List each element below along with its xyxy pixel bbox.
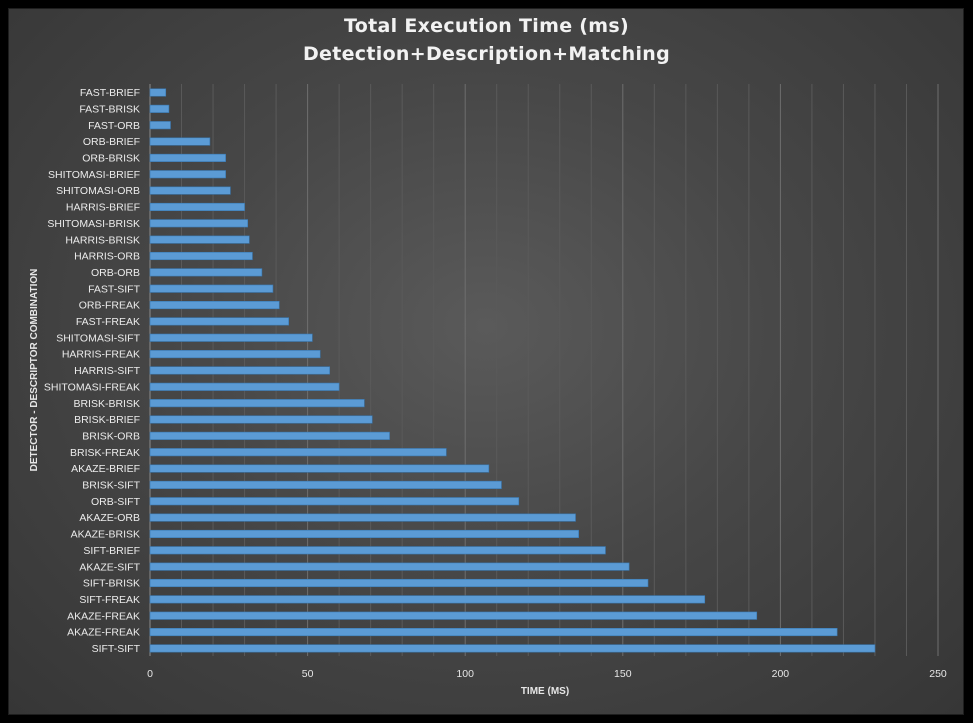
chart-title: Total Execution Time (ms) <box>344 15 629 37</box>
category-label: SHITOMASI-FREAK <box>44 381 140 393</box>
bar <box>149 399 365 408</box>
category-label: BRISK-ORB <box>82 430 140 442</box>
category-label: BRISK-SIFT <box>82 480 140 492</box>
x-tick-label: 50 <box>302 668 314 680</box>
category-label: SIFT-FREAK <box>79 594 140 606</box>
bar <box>149 644 876 653</box>
category-label: SHITOMASI-BRISK <box>47 218 140 230</box>
bar <box>149 121 171 130</box>
bar <box>149 366 330 375</box>
bar <box>149 317 289 326</box>
category-label: SHITOMASI-BRIEF <box>48 169 140 181</box>
bar <box>149 333 313 342</box>
category-label: FAST-SIFT <box>88 283 141 295</box>
bar <box>149 300 280 310</box>
category-label: HARRIS-BRISK <box>65 234 140 246</box>
category-label: AKAZE-BRIEF <box>71 463 140 475</box>
bar <box>149 415 373 424</box>
category-label: BRISK-BRIEF <box>74 414 140 426</box>
category-label: FAST-FREAK <box>76 316 140 328</box>
bar <box>149 186 231 195</box>
category-label: SIFT-SIFT <box>92 643 141 655</box>
bar <box>149 578 649 588</box>
category-label: AKAZE-FREAK <box>67 610 140 622</box>
category-label: ORB-ORB <box>91 267 140 279</box>
x-tick-label: 0 <box>147 668 153 680</box>
bar <box>149 431 390 440</box>
bar <box>149 104 170 113</box>
category-label: FAST-ORB <box>88 120 140 132</box>
bar <box>149 595 706 604</box>
category-label: FAST-BRIEF <box>80 87 140 99</box>
chart-subtitle: Detection+Description+Matching <box>302 43 671 65</box>
category-label: ORB-SIFT <box>91 496 141 508</box>
x-tick-label: 150 <box>614 668 632 680</box>
bar <box>149 284 274 293</box>
x-tick-label: 100 <box>456 668 474 680</box>
y-axis-title: DETECTOR - DESCRIPTOR COMBINATION <box>29 269 40 472</box>
category-label: BRISK-FREAK <box>70 447 140 459</box>
category-label: SIFT-BRIEF <box>83 545 140 557</box>
category-label: BRISK-BRISK <box>73 398 140 410</box>
bar <box>149 268 263 277</box>
category-label: AKAZE-ORB <box>79 512 140 524</box>
category-label: ORB-BRIEF <box>83 136 140 148</box>
bar <box>149 562 630 571</box>
bar <box>149 529 579 539</box>
category-label: ORB-FREAK <box>79 300 140 312</box>
bars <box>149 88 876 653</box>
category-label: AKAZE-SIFT <box>79 561 140 573</box>
bar <box>149 448 447 457</box>
category-label: SHITOMASI-SIFT <box>56 332 140 344</box>
bar <box>149 137 211 146</box>
x-tick-labels: 0 50 100 150 200 250 <box>147 668 947 680</box>
category-label: ORB-BRISK <box>82 153 140 165</box>
bar <box>149 611 758 620</box>
bar <box>149 546 606 555</box>
category-label: SHITOMASI-ORB <box>56 185 140 197</box>
bar <box>149 153 226 162</box>
category-label: HARRIS-BRIEF <box>66 202 140 214</box>
bar <box>149 170 226 179</box>
bar <box>149 627 838 637</box>
category-label: AKAZE-FREAK <box>67 627 140 639</box>
bar <box>149 480 502 489</box>
bar <box>149 513 576 522</box>
bar <box>149 382 340 391</box>
category-label: HARRIS-ORB <box>74 251 140 263</box>
bar <box>149 350 321 359</box>
category-label: AKAZE-BRISK <box>71 529 140 541</box>
bar <box>149 464 490 473</box>
category-label: FAST-BRISK <box>79 103 140 115</box>
bar <box>149 251 253 261</box>
category-labels: FAST-BRIEF FAST-BRISK FAST-ORB ORB-BRIEF ORB… <box>44 87 141 655</box>
bar <box>149 235 250 244</box>
bar <box>149 88 167 97</box>
bar <box>149 497 520 506</box>
bar <box>149 219 249 228</box>
category-label: HARRIS-SIFT <box>74 365 141 377</box>
bar <box>149 202 245 211</box>
category-label: HARRIS-FREAK <box>62 349 140 361</box>
x-tick-label: 250 <box>929 668 947 680</box>
x-axis-title: TIME (MS) <box>521 686 569 697</box>
category-label: SIFT-BRISK <box>83 578 140 590</box>
x-tick-label: 200 <box>772 668 790 680</box>
